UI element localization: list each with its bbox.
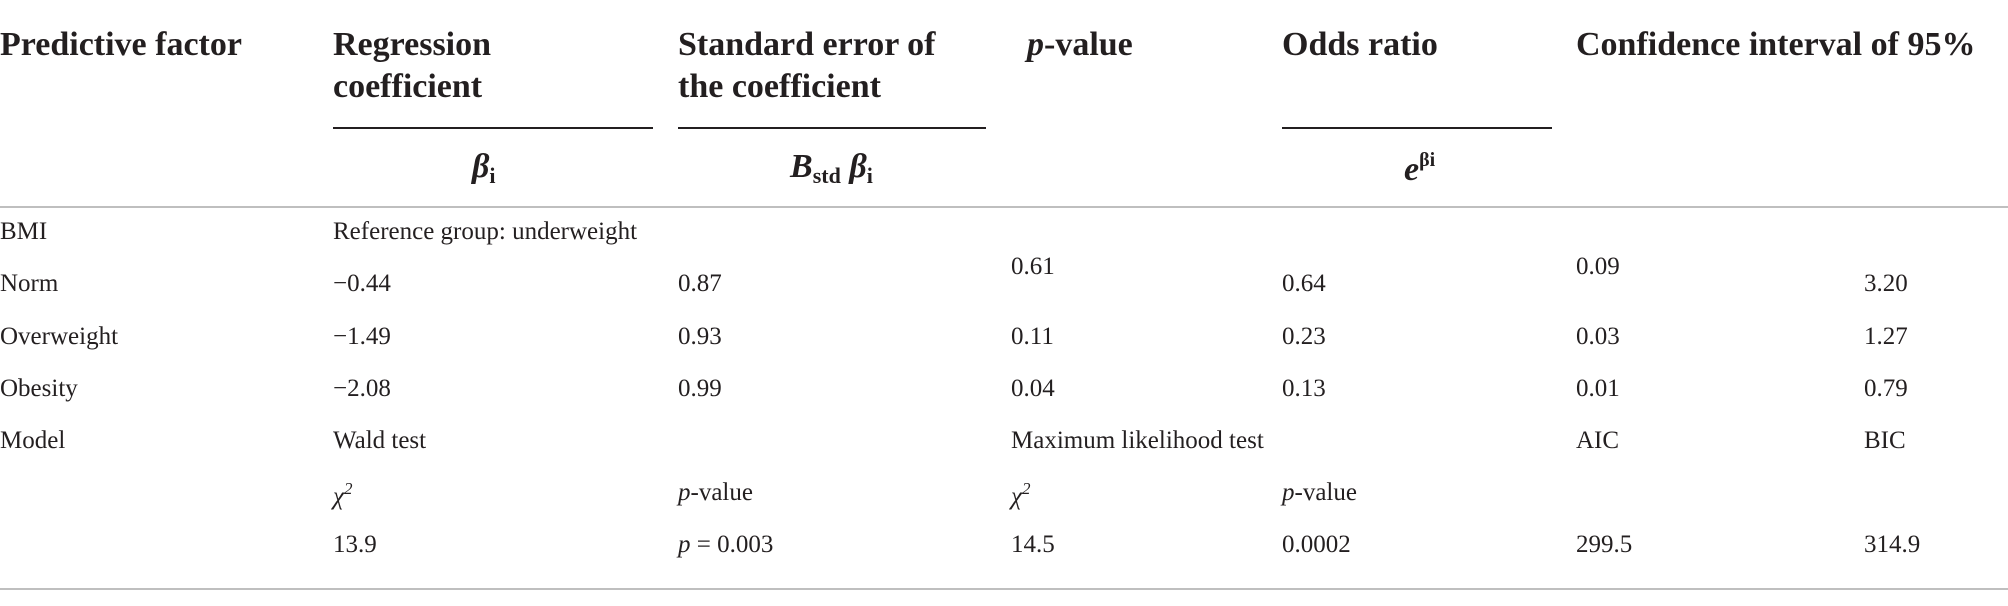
ml-chi-symbol: χ (1011, 483, 1022, 510)
wald-chi-superscript: 2 (344, 479, 353, 498)
row-norm-or: 0.64 (1282, 270, 1326, 297)
row-value-wald-p: p = 0.003 (678, 532, 773, 557)
wald-p-italic: p (678, 531, 691, 558)
symbol-b: B (790, 148, 813, 185)
wald-chi-symbol: χ (333, 483, 344, 510)
header-regression-line1: Regression (333, 26, 492, 63)
row-value-bic: 314.9 (1864, 531, 1921, 558)
row-norm-coef: −0.44 (333, 270, 391, 297)
ml-pvalue-p: p (1282, 479, 1295, 506)
header-regression-coefficient: Regression coefficient (333, 24, 491, 108)
row-overweight-coef: −1.49 (333, 323, 391, 350)
row-model-aic: AIC (1576, 427, 1620, 454)
row-bmi-reference: Reference group: underweight (333, 218, 638, 245)
row-stat-wald-pvalue: p-value (678, 480, 753, 505)
symbol-e-superscript: βi (1419, 149, 1436, 171)
symbol-std-subscript: std (812, 163, 841, 188)
row-obesity-coef: −2.08 (333, 375, 391, 402)
header-underline-standard-error (678, 127, 986, 129)
header-odds-ratio: Odds ratio (1282, 26, 1438, 63)
row-obesity-or: 0.13 (1282, 375, 1326, 402)
header-underline-odds-ratio (1282, 127, 1552, 129)
ml-chi-superscript: 2 (1022, 479, 1031, 498)
wald-pvalue-suffix: -value (690, 479, 753, 506)
row-norm-ci-low: 0.09 (1576, 253, 1620, 280)
row-obesity-se: 0.99 (678, 375, 722, 402)
header-regression-line2: coefficient (333, 68, 483, 105)
row-obesity-label: Obesity (0, 375, 78, 402)
row-overweight-label: Overweight (0, 323, 119, 350)
row-stat-wald-chi: χ2 (333, 480, 353, 509)
symbol-beta-2-subscript: i (866, 163, 873, 188)
row-overweight-ci-high: 1.27 (1864, 323, 1908, 350)
row-norm-ci-high: 3.20 (1864, 270, 1908, 297)
row-obesity-ci-high: 0.79 (1864, 375, 1908, 402)
row-norm-p: 0.61 (1011, 253, 1055, 280)
header-p-italic: p (1027, 26, 1044, 63)
row-value-wald-chi: 13.9 (333, 531, 377, 558)
symbol-beta-subscript: i (489, 163, 496, 188)
row-value-ml-p: 0.0002 (1282, 531, 1351, 558)
row-model-label: Model (0, 427, 66, 454)
symbol-beta-i: βi (472, 150, 496, 187)
row-overweight-ci-low: 0.03 (1576, 323, 1620, 350)
wald-p-rest: = 0.003 (690, 531, 774, 558)
symbol-e-beta-i: eβi (1404, 150, 1435, 187)
row-stat-ml-chi: χ2 (1011, 480, 1031, 509)
symbol-beta-2: β (849, 148, 867, 185)
header-standard-error: Standard error of the coefficient (678, 24, 936, 108)
table-bottom-rule (0, 588, 2008, 590)
row-overweight-se: 0.93 (678, 323, 722, 350)
row-value-aic: 299.5 (1576, 531, 1633, 558)
header-predictive-factor: Predictive factor (0, 26, 242, 63)
row-model-ml: Maximum likelihood test (1011, 427, 1264, 454)
row-norm-se: 0.87 (678, 270, 722, 297)
symbol-e: e (1404, 151, 1420, 188)
symbol-beta: β (472, 148, 490, 185)
row-norm-label: Norm (0, 270, 59, 297)
header-p-value: p-value (1027, 24, 1133, 66)
header-p-suffix: -value (1044, 26, 1133, 63)
wald-pvalue-p: p (678, 479, 691, 506)
row-overweight-p: 0.11 (1011, 323, 1054, 350)
row-value-ml-chi: 14.5 (1011, 531, 1055, 558)
header-standard-error-line1: Standard error of (678, 26, 936, 63)
row-overweight-or: 0.23 (1282, 323, 1326, 350)
row-model-wald: Wald test (333, 427, 427, 454)
header-bottom-rule (0, 206, 2008, 208)
row-obesity-p: 0.04 (1011, 375, 1055, 402)
ml-pvalue-suffix: -value (1294, 479, 1357, 506)
row-obesity-ci-low: 0.01 (1576, 375, 1620, 402)
row-stat-ml-pvalue: p-value (1282, 480, 1357, 505)
header-standard-error-line2: the coefficient (678, 68, 881, 105)
header-confidence-interval: Confidence interval of 95% (1576, 26, 1976, 63)
symbol-bstd-beta-i: Bstd βi (790, 150, 873, 187)
header-underline-regression (333, 127, 653, 129)
row-model-bic: BIC (1864, 427, 1906, 454)
row-bmi-label: BMI (0, 218, 48, 245)
